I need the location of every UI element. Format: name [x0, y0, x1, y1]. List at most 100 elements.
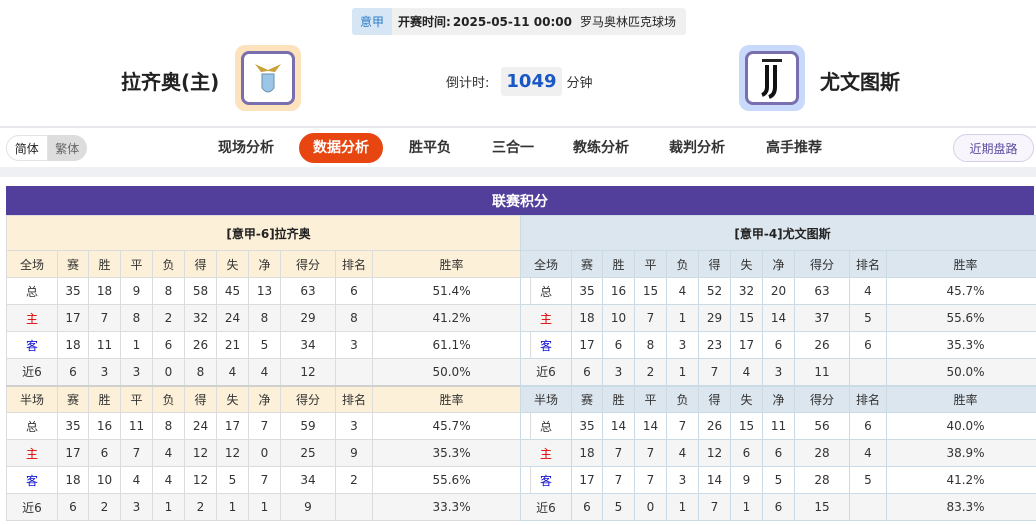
stat-cell: 0: [634, 493, 667, 521]
table-row: 客 17 7 7 3 14 9 5 28 5 41.2%: [520, 466, 1036, 494]
stat-cell: 5: [602, 493, 635, 521]
stat-cell: 5: [216, 466, 249, 494]
column-header: 胜率: [371, 384, 532, 413]
stat-cell: 32: [730, 277, 763, 305]
stat-cell: 1: [152, 493, 185, 521]
tab-win-draw-loss[interactable]: 胜平负: [409, 140, 451, 156]
stat-cell: 6: [335, 277, 373, 305]
row-label: 总: [520, 412, 572, 440]
stat-cell: 5: [762, 466, 795, 494]
half-column-header-row: 半场赛胜平负得失净得分 排名 胜率: [520, 384, 1036, 413]
stat-cell: 16: [602, 277, 635, 305]
stat-cell: 6: [849, 331, 887, 359]
table-row: 客 18 10 4 4 12 5 7 34 2 55.6%: [6, 466, 532, 494]
column-header: 赛: [57, 384, 89, 413]
row-label: 总: [520, 277, 572, 305]
stat-cell: [849, 358, 887, 386]
table-row: 总 35 14 14 7 26 15 11 56 6 40.0%: [520, 412, 1036, 440]
stat-cell: 5: [849, 466, 887, 494]
stat-cell: 18: [88, 277, 121, 305]
stat-cell: 6: [762, 439, 795, 467]
stat-cell: 14: [762, 304, 795, 332]
stat-cell: 0: [152, 358, 185, 386]
stat-cell: 11: [762, 412, 795, 440]
stat-cell: 3: [120, 358, 153, 386]
stat-cell: 35: [571, 412, 603, 440]
stat-cell: 37: [794, 304, 850, 332]
stat-cell: 18: [571, 304, 603, 332]
stat-cell: 6: [730, 439, 763, 467]
row-label: 总: [6, 412, 58, 440]
away-team-name[interactable]: 尤文图斯: [820, 70, 900, 94]
stat-cell: 5: [248, 331, 281, 359]
row-label: 客: [520, 331, 572, 359]
stat-cell: 26: [698, 412, 731, 440]
row-label: 近6: [520, 493, 572, 521]
full-column-header-row: 全场赛胜平负得失净得分 排名 胜率: [520, 250, 1036, 278]
stat-cell: 9: [120, 277, 153, 305]
column-header: 胜: [602, 384, 635, 413]
row-label: 主: [6, 304, 58, 332]
language-toggle[interactable]: 简体 繁体: [6, 135, 87, 161]
stat-cell: 17: [57, 304, 89, 332]
column-header: 失: [730, 250, 763, 278]
column-header: 平: [120, 384, 153, 413]
stat-cell: 25: [280, 439, 336, 467]
column-header: 净: [248, 250, 281, 278]
stat-cell: 63: [280, 277, 336, 305]
stat-cell: 40.0%: [885, 412, 1036, 440]
column-header: 全场: [6, 250, 58, 278]
table-row: 近6 6 3 3 0 8 4 4 12 50.0%: [6, 358, 532, 386]
stat-cell: 3: [335, 412, 373, 440]
stat-cell: 2: [88, 493, 121, 521]
stat-cell: 34: [280, 466, 336, 494]
half-column-header-row: 半场赛胜平负得失净得分 排名 胜率: [6, 384, 532, 413]
stat-cell: 17: [571, 331, 603, 359]
stat-cell: 11: [794, 358, 850, 386]
row-label: 主: [6, 439, 58, 467]
stat-cell: 38.9%: [885, 439, 1036, 467]
stat-cell: 34: [280, 331, 336, 359]
stat-cell: 41.2%: [885, 466, 1036, 494]
tab-referee-analysis[interactable]: 裁判分析: [669, 140, 725, 156]
tab-three-in-one[interactable]: 三合一: [492, 140, 534, 156]
column-header: 胜: [88, 384, 121, 413]
lang-simplified[interactable]: 简体: [6, 135, 48, 161]
row-label: 客: [520, 466, 572, 494]
stat-cell: 17: [57, 439, 89, 467]
tab-expert-picks[interactable]: 高手推荐: [766, 140, 822, 156]
stat-cell: 17: [730, 331, 763, 359]
tab-coach-analysis[interactable]: 教练分析: [573, 140, 629, 156]
stat-cell: 20: [762, 277, 795, 305]
tab-data-analysis[interactable]: 数据分析: [299, 133, 383, 163]
stat-cell: 1: [666, 493, 699, 521]
stat-cell: 0: [248, 439, 281, 467]
table-row: 近6 6 2 3 1 2 1 1 9 33.3%: [6, 493, 532, 521]
stat-cell: 2: [335, 466, 373, 494]
column-header: 失: [730, 384, 763, 413]
stat-cell: 7: [602, 439, 635, 467]
stat-cell: 2: [152, 304, 185, 332]
column-header: 排名: [849, 384, 887, 413]
stat-cell: 4: [849, 277, 887, 305]
column-header: 排名: [335, 250, 373, 278]
kickoff-time: 2025-05-11 00:00: [452, 14, 572, 29]
stat-cell: 3: [602, 358, 635, 386]
home-team-logo[interactable]: [235, 45, 301, 111]
league-tag[interactable]: 意甲: [352, 8, 393, 35]
stat-cell: 4: [152, 439, 185, 467]
stat-cell: 56: [794, 412, 850, 440]
column-header: 失: [216, 384, 249, 413]
column-header: 半场: [520, 384, 572, 413]
column-header: 得分: [280, 250, 336, 278]
stat-cell: 21: [216, 331, 249, 359]
recent-handicap-button[interactable]: 近期盘路: [953, 134, 1034, 162]
column-header: 平: [634, 250, 667, 278]
column-header: 平: [634, 384, 667, 413]
away-team-logo[interactable]: [739, 45, 805, 111]
stat-cell: 15: [730, 412, 763, 440]
home-team-name[interactable]: 拉齐奥(主): [121, 70, 220, 94]
lang-traditional[interactable]: 繁体: [55, 141, 80, 156]
juventus-j-icon: [761, 59, 782, 99]
tab-live-analysis[interactable]: 现场分析: [218, 140, 274, 156]
